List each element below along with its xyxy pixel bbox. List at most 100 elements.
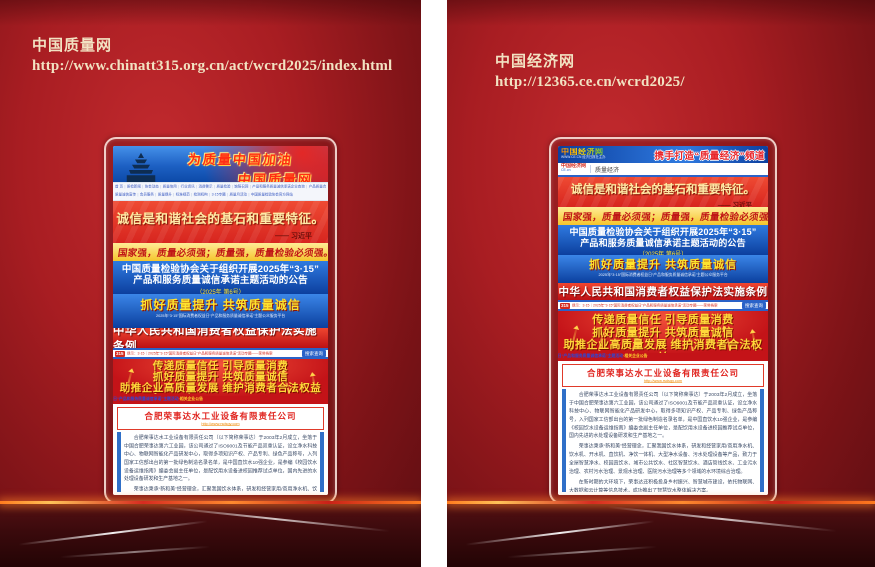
slide-header-left: 中国质量网 http://www.chinatt315.org.cn/act/w… [32,34,392,75]
quote-signature: —— 习近平 [717,202,752,207]
nav-link[interactable]: 标准规范 [172,193,190,197]
slide-header-right: 中国经济网 http://12365.ce.cn/wcrd2025/ [495,50,685,91]
law-banner[interactable]: 中华人民共和国消费者权益保护法实施条例 [113,328,328,348]
315-logo: 315 [115,350,125,357]
promo-title: 抓好质量提升 共筑质量诚信 [140,298,301,312]
search-button[interactable]: 搜索查询 [302,350,326,357]
company-url-link[interactable]: http://www.rsdsgy.com [643,379,683,383]
inscription-banner: 国家强，质量必须强；质量强，质量检验必须强。 中国质量检验协会 会长题词 支树平 [558,207,768,225]
quote-text: 诚信是和谐社会的基石和重要特征。 [116,212,325,226]
site-url[interactable]: http://12365.ce.cn/wcrd2025/ [495,74,685,90]
webpage-screenshot-right: 中国经济网 WWW.CE.CN 经济日报社主办 携手打造“质量经济”频道 中国经… [558,146,768,495]
ce-headline: 携手打造“质量经济”频道 [654,150,765,162]
inscription-text: 国家强，质量必须强；质量强，质量检验必须强。 [117,249,328,259]
slogan-line: 抓好质量提升 共筑质量诚信 [152,371,289,383]
company-paragraph: 合肥荣事达水工业设备有限责任公司（以下简称荣事达）于2003年2月成立，坐落于中… [124,435,318,482]
promo-subtitle: 2025年“3·15”国际消费者权益日“产品和服务质量诚信承诺”主题公众服务平台 [156,314,286,318]
company-paragraph: 合肥荣事达水工业设备有限责任公司（以下简称荣事达）于2003年2月成立，坐落于中… [569,392,758,439]
nav-link[interactable]: 首 页 [115,185,123,189]
slogan-block: 传递质量信任 引导质量消费 抓好质量提升 共筑质量诚信 助推企业高质量发展 维护消费… [113,359,328,396]
nav-link[interactable]: 质量提升 [154,193,172,197]
announcement-banner[interactable]: 中国质量检验协会关于组织开展2025年“3·15” 产品和服务质量诚信承诺主题活… [113,261,328,294]
nav-link[interactable]: 质量月活动 [226,193,247,197]
device-frame-left: 为质量中国加油 中国质量网 首 页质检新闻协会动态质量信用行业资讯消费警示质量检… [104,137,337,504]
nav-link[interactable]: 质量检验 [213,185,231,189]
announcement-issue: （2025年 第6号） [196,290,245,294]
nav-link[interactable]: 检测机构 [190,193,208,197]
nav-link[interactable]: 会员服务 [136,193,154,197]
announcement-issue: （2025年 第6号） [638,252,688,255]
ce-brand-sub: WWW.CE.CN 经济日报社主办 [561,155,606,159]
slogan-line: 助推企业高质量发展 维护消费者合法权益 [563,339,763,353]
nav-link[interactable]: 质量信用 [159,185,177,189]
law-banner[interactable]: 中华人民共和国消费者权益保护法实施条例 [558,283,768,300]
nav-link[interactable]: 消费警示 [195,185,213,189]
site-name: 中国经济网 [495,54,576,70]
quote-text: 诚信是和谐社会的基石和重要特征。 [571,184,755,196]
search-hint-text: 提示：3·15｜2025年“3·15”国际消费者权益日“产品和服务质量诚信承诺”… [571,303,717,308]
search-bar: 315 提示：3·15｜2025年“3·15”国际消费者权益日“产品和服务质量诚… [558,300,768,311]
company-description: 合肥荣事达水工业设备有限责任公司（以下简称荣事达）于2003年2月成立，坐落于中… [117,432,324,492]
site-url[interactable]: http://www.chinatt315.org.cn/act/wcrd202… [32,58,393,74]
tab-quality-economy[interactable]: 质量经济 [595,167,620,174]
315-logo: 315 [560,302,570,309]
slide-panel-right: 中国经济网 http://12365.ce.cn/wcrd2025/ 中国经济网… [447,0,875,567]
search-bar: 315 提示：3·15｜2025年“3·15”国际消费者权益日“产品和服务质量诚… [113,348,328,359]
company-header: 合肥荣事达水工业设备有限责任公司 http://www.rsdsgy.com [562,364,764,387]
nav-link[interactable]: 产品和服务质量诚信承诺企业查询 [248,185,304,189]
site-name: 中国质量网 [32,38,113,54]
nav-link[interactable]: 产品质量合格信息查询 [305,185,326,189]
nav-link[interactable]: 中国质量检验协会官方网站 [247,193,293,197]
company-announcement: 合肥荣事达水工业设备有限责任公司 http://www.rsdsgy.com 合… [558,361,768,495]
quote-signature: —— 习近平 [275,233,312,240]
ce-nav-strip: 中国经济网 CE.cn 质量经济 [558,163,768,177]
temple-of-heaven-icon [126,152,156,182]
slogan-block: 传递质量信任 引导质量消费 抓好质量提升 共筑质量诚信 助推企业高质量发展 维护消费… [558,311,768,353]
slogan-lines: 传递质量信任 引导质量消费 抓好质量提升 共筑质量诚信 助推企业高质量发展 维护消费… [113,361,328,394]
quote-banner: 诚信是和谐社会的基石和重要特征。 —— 习近平 [113,201,328,243]
search-button[interactable]: 搜索查询 [742,302,766,309]
webpage-screenshot-left: 为质量中国加油 中国质量网 首 页质检新闻协会动态质量信用行业资讯消费警示质量检… [113,146,328,495]
site-banner: 为质量中国加油 中国质量网 [113,146,328,182]
slogan-line: 助推企业高质量发展 维护消费者合法权益 [119,382,322,394]
search-hint-text: 提示：3·15｜2025年“3·15”国际消费者权益日“产品和服务质量诚信承诺”… [126,351,272,356]
company-announcement: 合肥荣事达水工业设备有限责任公司 http://www.rsdsgy.com 合… [113,404,328,495]
promo-banner: 抓好质量提升 共筑质量诚信 2025年“3·15”国际消费者权益日“产品和服务质… [113,294,328,328]
company-name[interactable]: 合肥荣事达水工业设备有限责任公司 [144,411,297,421]
promo-subtitle: 2025年“3·15”国际消费者权益日“产品和服务质量诚信承诺”主题公众服务平台 [598,273,728,277]
nav-link[interactable]: 质检新闻 [123,185,141,189]
stage-floor [0,501,421,567]
nav-row-1: 首 页质检新闻协会动态质量信用行业资讯消费警示质量检验缺陷召回产品和服务质量诚信… [115,184,326,189]
nav-link[interactable]: 行业资讯 [177,185,195,189]
slogan-line: 抓好质量提升 共筑质量诚信 [592,326,734,339]
nav-link[interactable]: 缺陷召回 [230,185,248,189]
nav-link[interactable]: 质量诚信宣传 [115,193,136,197]
slogan-footer: 2025年“3·15”国际消费者权益日“产品和服务质量诚信承诺”主题活动·相关企… [558,353,768,361]
ce-top-banner: 中国经济网 WWW.CE.CN 经济日报社主办 携手打造“质量经济”频道 [558,146,768,163]
ce-brand: 中国经济网 WWW.CE.CN 经济日报社主办 [561,147,642,162]
slogan-lines: 传递质量信任 引导质量消费 抓好质量提升 共筑质量诚信 助推企业高质量发展 维护消费… [558,314,768,353]
company-name[interactable]: 合肥荣事达水工业设备有限责任公司 [586,368,739,378]
slogan-line: 传递质量信任 引导质量消费 [152,360,289,372]
nav-link[interactable]: 协会动态 [141,185,159,189]
quote-banner: 诚信是和谐社会的基石和重要特征。 —— 习近平 [558,177,768,207]
nav-link[interactable]: 3·15专题 [208,193,226,197]
slide-panel-left: 中国质量网 http://www.chinatt315.org.cn/act/w… [0,0,421,567]
ce-logo[interactable]: 中国经济网 CE.cn [561,163,587,173]
announcement-banner[interactable]: 中国质量检验协会关于组织开展2025年“3·15” 产品和服务质量诚信承诺主题活… [558,225,768,255]
promo-title: 抓好质量提升 共筑质量诚信 [588,259,738,271]
inscription-banner: 国家强，质量必须强；质量强，质量检验必须强。 中国质量检验协会 会长题词 支树平 [113,243,328,261]
device-frame-right: 中国经济网 WWW.CE.CN 经济日报社主办 携手打造“质量经济”频道 中国经… [549,137,777,504]
company-url-link[interactable]: http://www.rsdsgy.com [201,422,240,426]
ce-brand-name: 中国经济网 [561,147,642,156]
company-description: 合肥荣事达水工业设备有限责任公司（以下简称荣事达）于2003年2月成立，坐落于中… [562,389,764,492]
nav-row-2: 质量诚信宣传会员服务质量提升标准规范检测机构3·15专题质量月活动中国质量检验协… [115,192,326,197]
inscription-text: 国家强，质量必须强；质量强，质量检验必须强。 [562,213,768,223]
banner-slogan: 为质量中国加油 [187,152,294,167]
divider [590,165,592,173]
company-paragraph: 荣事达秉承“新和美”经营理念，汇聚我国饮水体系，研发和经营家用/商用净水机、饮水… [569,444,758,475]
company-paragraph: 在新时期的大环境下，荣事达还积极投身乡村振兴、智慧城市建设，依托物联网、大数据和… [569,479,758,492]
company-paragraph: 荣事达秉承“新和美”经营理念，汇聚我国饮水体系，研发和经营家用/商用净水机、饮水… [133,487,318,492]
slogan-footer: 2025年“3·15”国际消费者权益日“产品和服务质量诚信承诺”主题活动·相关企… [113,396,328,404]
